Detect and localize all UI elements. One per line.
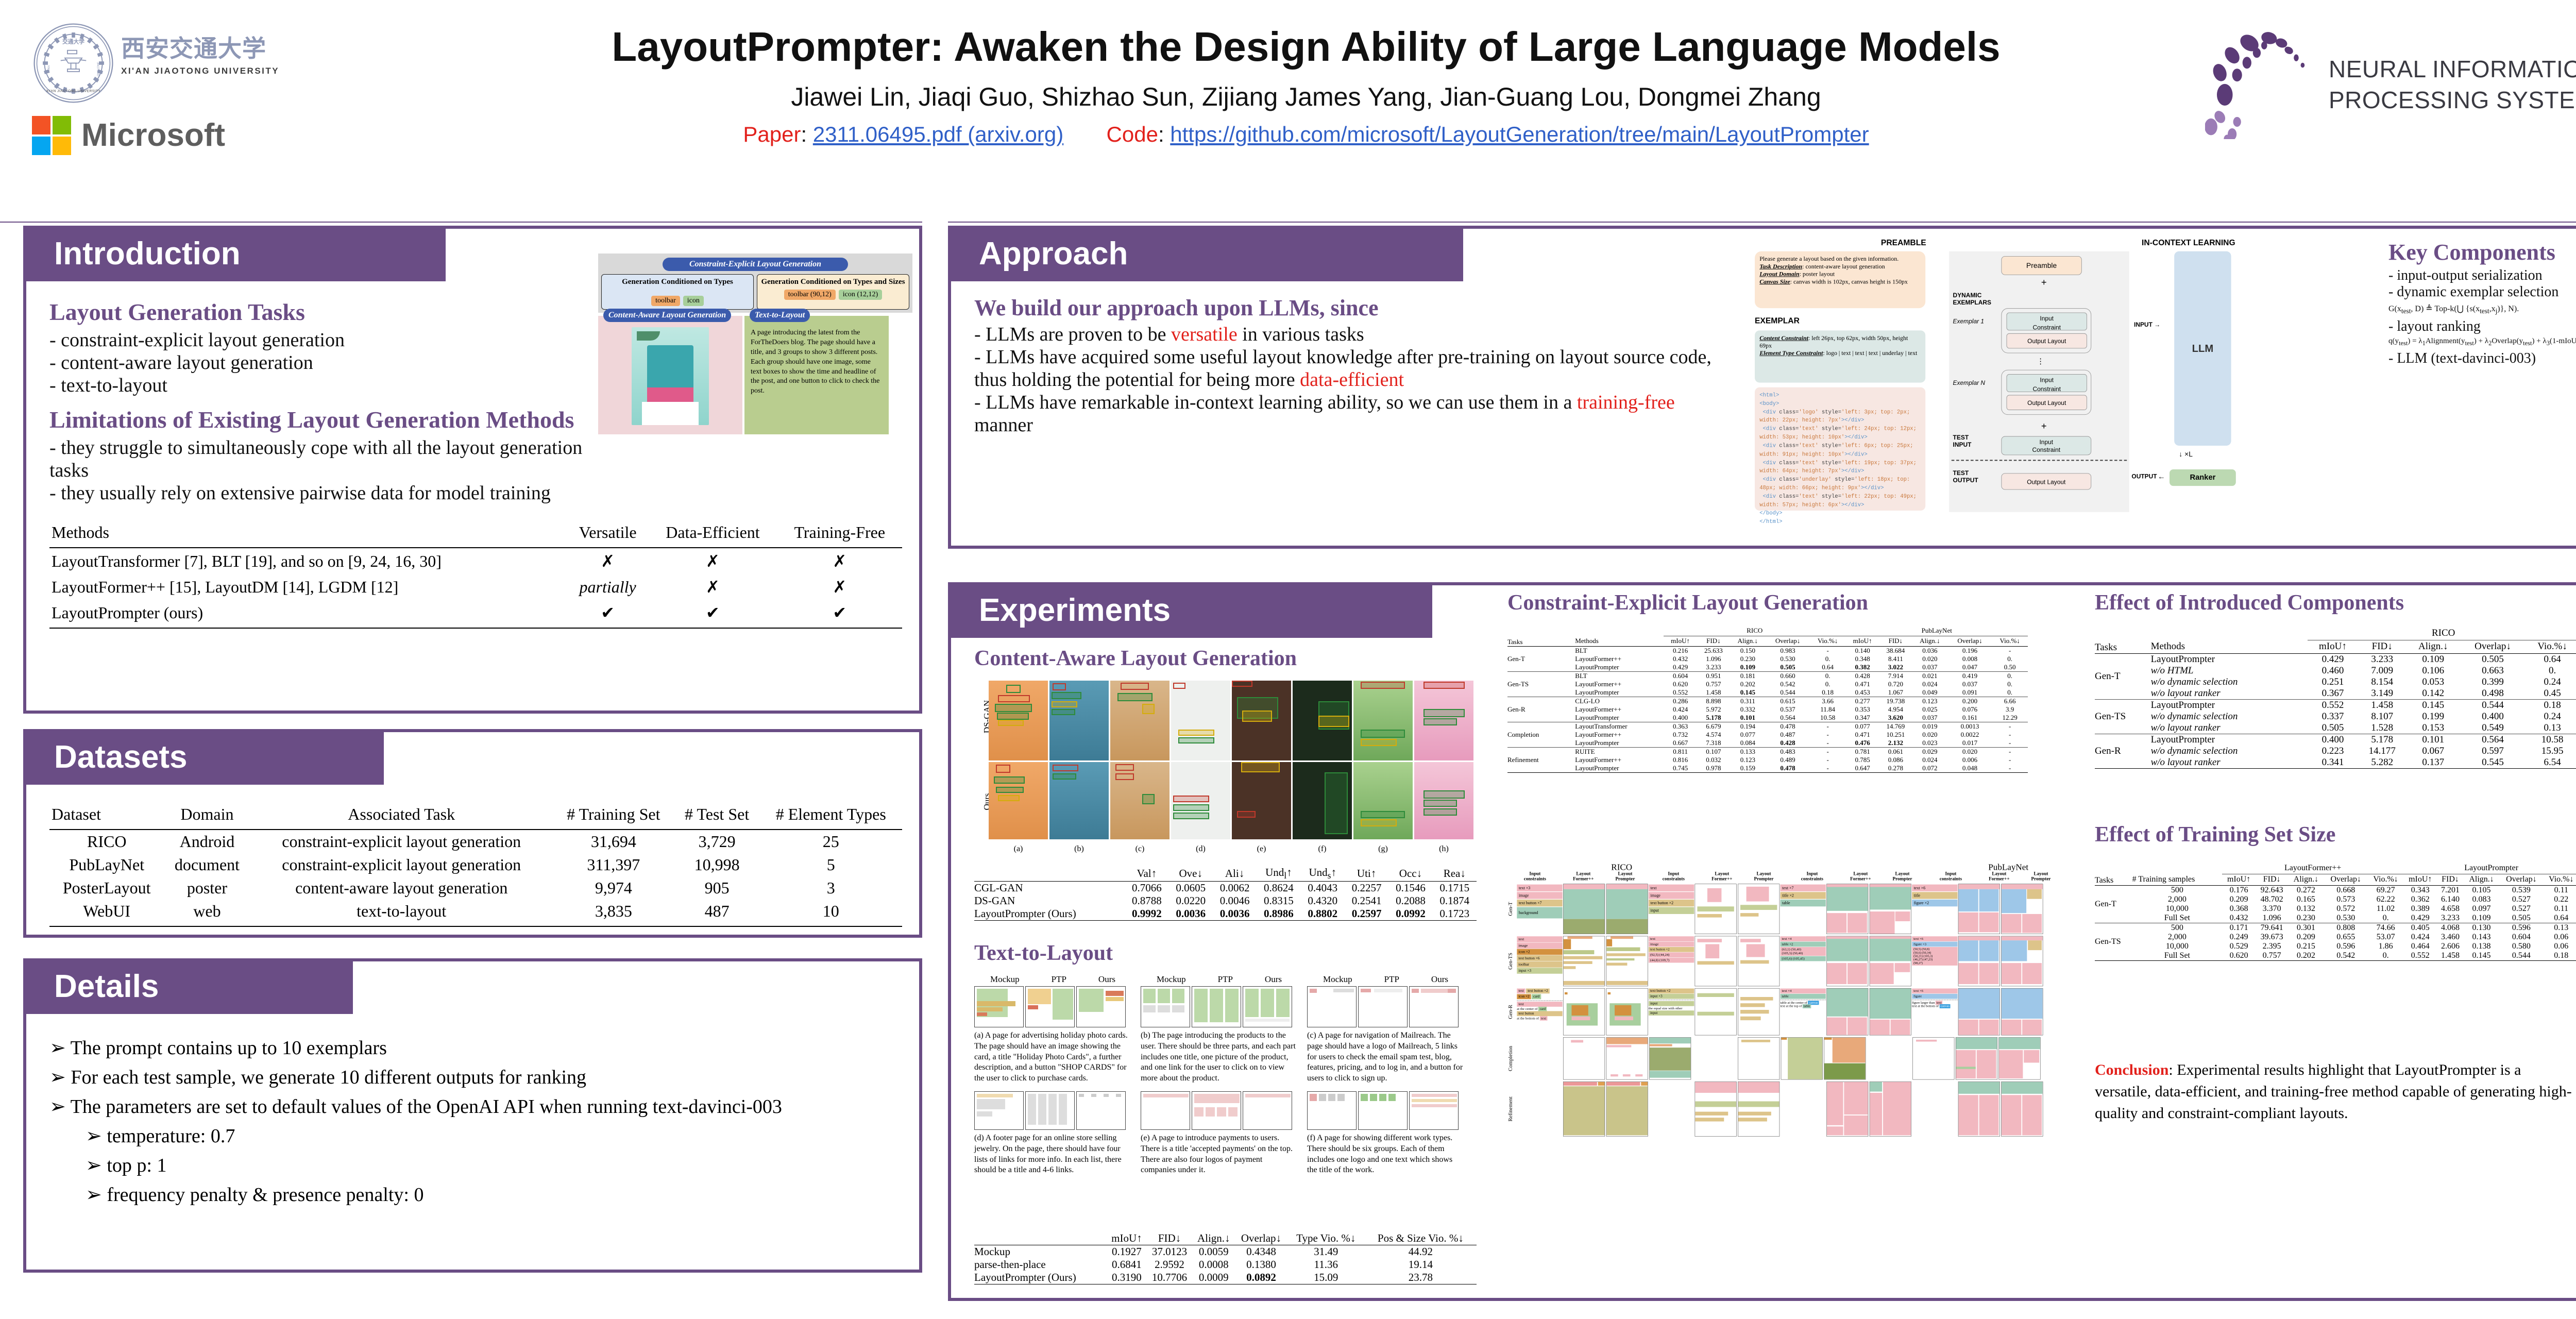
svg-text:XI'AN JIAOTONG UNIVERSITY: XI'AN JIAOTONG UNIVERSITY <box>46 90 101 93</box>
svg-text:JIAOTONG: JIAOTONG <box>96 62 99 76</box>
svg-text:交通大学: 交通大学 <box>62 39 84 45</box>
svg-text:XI'AN: XI'AN <box>47 65 50 73</box>
